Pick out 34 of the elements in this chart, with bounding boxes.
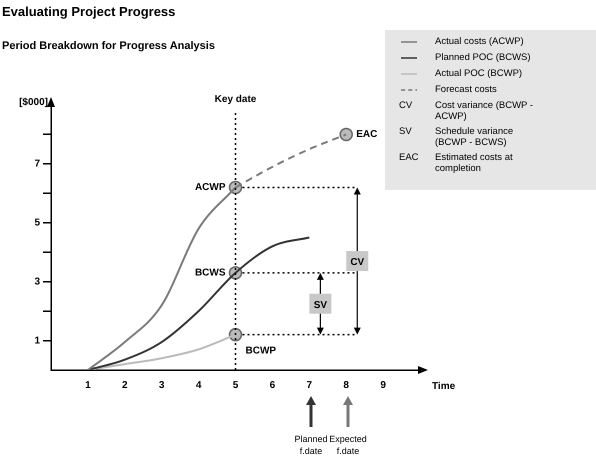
chart-subtitle: Period Breakdown for Progress Analysis xyxy=(2,40,215,52)
annotation: SV xyxy=(314,300,328,311)
y-axis-title: [$000] xyxy=(19,96,48,108)
annotation: EAC xyxy=(356,129,378,140)
x-tick-label: 7 xyxy=(306,380,313,391)
x-axis-title: Time xyxy=(432,380,456,392)
x-tick-label: 5 xyxy=(232,380,239,391)
y-tick-label: 7 xyxy=(34,158,40,170)
annotation: CV xyxy=(350,257,365,268)
text: Expected f.date xyxy=(329,434,367,456)
x-tick-label: 2 xyxy=(122,380,128,391)
text: SV Schedule variance (BCWP - BCWS) xyxy=(399,126,514,148)
legend-label: Planned POC (BCWS) xyxy=(435,52,532,63)
annotation: ACWP xyxy=(194,182,226,194)
x-tick-label: 8 xyxy=(343,380,350,391)
x-tick-label: 6 xyxy=(270,380,276,391)
text: CV Cost variance (BCWP - ACWP) xyxy=(399,100,534,122)
y-tick-label: 3 xyxy=(34,276,40,288)
annotation: BCWP xyxy=(246,345,276,356)
legend-label: Actual POC (BCWP) xyxy=(435,68,524,79)
ref-line-label: Key date xyxy=(214,94,257,105)
y-tick-label: 1 xyxy=(34,335,40,346)
chart-title: Evaluating Project Progress xyxy=(2,4,176,19)
legend-label: Actual costs (ACWP) xyxy=(435,36,525,47)
x-tick-label: 4 xyxy=(196,380,202,391)
x-tick-label: 1 xyxy=(85,380,92,391)
point xyxy=(339,128,353,142)
x-tick-label: 9 xyxy=(380,380,386,391)
y-tick-label: 5 xyxy=(34,218,40,229)
annotation: BCWS xyxy=(194,268,226,279)
legend-label: Forecast costs xyxy=(435,84,498,95)
text: Planned f.date xyxy=(294,434,328,456)
text: EAC Estimated costs at completion xyxy=(399,152,513,174)
x-tick-label: 3 xyxy=(158,380,165,391)
